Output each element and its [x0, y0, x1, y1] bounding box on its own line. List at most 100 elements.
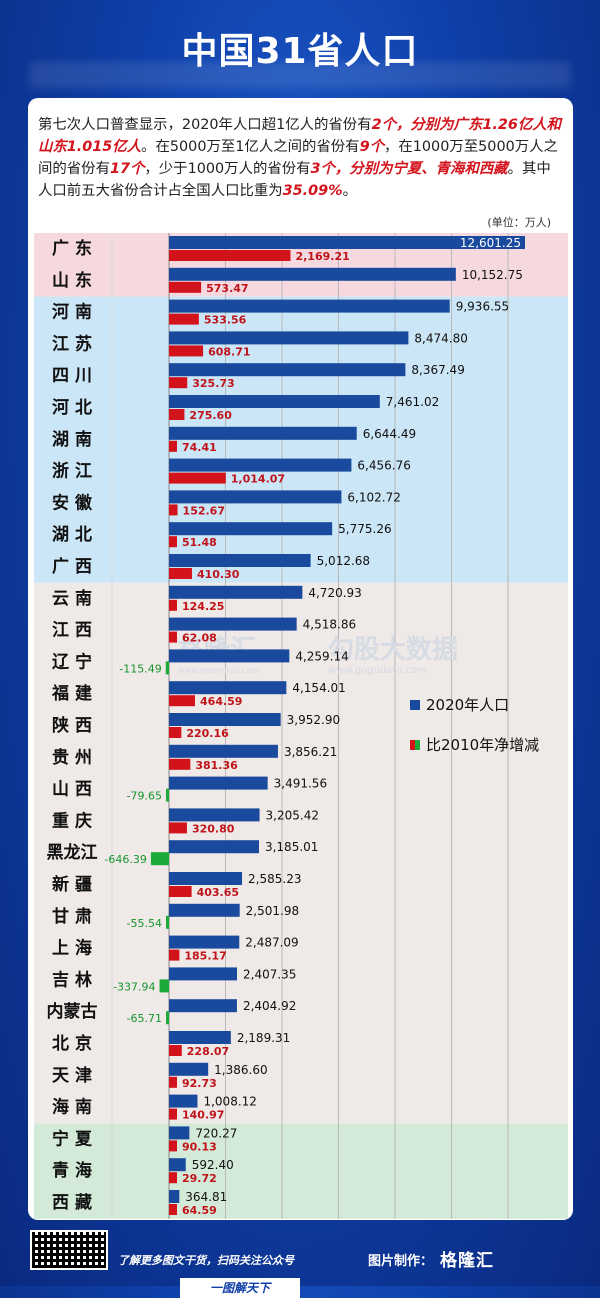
- qr-code-icon[interactable]: [30, 1230, 108, 1270]
- footer-credit: 图片制作：: [368, 1254, 434, 1269]
- change-bar: [159, 979, 169, 993]
- change-bar: [169, 472, 226, 484]
- category-label: 青 海: [52, 1160, 92, 1181]
- change-value-label: 381.36: [195, 759, 238, 772]
- change-bar: [169, 1045, 182, 1056]
- intro-text-4: ，少于1000万人的省份有: [144, 161, 311, 177]
- change-bar: [169, 568, 192, 579]
- intro-highlight-1: 2个，分别为广东1.26亿人和山东1.015亿人: [38, 117, 562, 155]
- population-bar: [169, 808, 260, 822]
- intro-text-3: ，在1000万至5000万人之间的省份有: [38, 139, 558, 177]
- change-value-label: 1,014.07: [231, 473, 285, 486]
- category-label: 北 京: [52, 1033, 92, 1054]
- population-bar: [169, 999, 237, 1013]
- population-value-label: 12,601.25: [460, 236, 521, 250]
- change-value-label: 275.60: [189, 409, 232, 422]
- unit-label: (单位：万人): [487, 216, 551, 229]
- population-bar: [169, 426, 357, 440]
- change-bar: [169, 281, 202, 293]
- change-value-label: 410.30: [197, 568, 240, 581]
- change-value-label: 533.56: [204, 314, 247, 327]
- change-value-label: 320.80: [192, 822, 235, 835]
- population-bar: [169, 1062, 209, 1076]
- population-bar: [169, 681, 287, 695]
- change-bar: [169, 758, 191, 770]
- population-value-label: 3,185.01: [265, 840, 318, 854]
- population-bar: [169, 585, 303, 599]
- population-bar: [169, 1094, 198, 1108]
- watermark-brand-url: www.gelonghui.com: [178, 666, 259, 675]
- category-label: 福 建: [51, 683, 92, 704]
- population-bar: [169, 554, 311, 567]
- intro-highlight-5: 35.09%: [282, 183, 343, 199]
- population-bar: [169, 617, 297, 631]
- population-bar-chart: 格隆汇www.gelonghui.com勾股大数据www.gogudata.co…: [34, 233, 568, 1219]
- change-bar: [169, 949, 180, 961]
- population-bar: [169, 744, 278, 758]
- change-value-label: 185.17: [184, 950, 226, 963]
- change-bar: [166, 788, 169, 802]
- change-bar: [169, 1140, 177, 1152]
- population-value-label: 8,367.49: [411, 363, 464, 377]
- category-label: 江 西: [52, 621, 92, 641]
- population-value-label: 6,456.76: [357, 459, 410, 473]
- category-label: 上 海: [52, 938, 92, 959]
- population-value-label: 5,012.68: [317, 554, 370, 568]
- category-label: 海 南: [52, 1097, 92, 1118]
- population-value-label: 4,518.86: [303, 618, 356, 632]
- change-value-label: -337.94: [113, 980, 155, 993]
- population-value-label: 592.40: [192, 1158, 234, 1172]
- intro-highlight-4: 3个，分别为宁夏、青海和西藏: [310, 161, 508, 177]
- band-3: [34, 1123, 568, 1219]
- intro-text-5: 。其中人口前五大省份合计占全国人口比重为: [38, 161, 551, 199]
- population-bar: [169, 1126, 190, 1140]
- population-bar: [169, 1031, 231, 1044]
- change-value-label: 2,169.21: [295, 250, 349, 263]
- population-value-label: 1,386.60: [214, 1063, 267, 1077]
- change-bar: [169, 1204, 177, 1215]
- intro-text-6: 。: [342, 183, 358, 199]
- change-bar: [169, 1108, 177, 1120]
- change-value-label: 51.48: [182, 536, 217, 549]
- population-bar: [169, 299, 450, 313]
- change-bar: [169, 631, 177, 643]
- population-value-label: 364.81: [185, 1190, 227, 1204]
- change-value-label: 92.73: [182, 1077, 217, 1090]
- category-label: 贵 州: [52, 747, 92, 768]
- population-value-label: 2,501.98: [246, 904, 299, 918]
- population-bar: [169, 522, 333, 536]
- category-label: 甘 肃: [52, 906, 92, 927]
- change-value-label: 228.07: [187, 1045, 229, 1058]
- category-label: 山 东: [52, 270, 92, 291]
- category-label: 天 津: [52, 1065, 92, 1086]
- population-bar: [169, 236, 525, 249]
- change-value-label: 608.71: [208, 345, 250, 358]
- population-bar: [169, 331, 409, 345]
- category-label: 西 藏: [52, 1193, 92, 1213]
- population-bar: [169, 649, 290, 663]
- population-value-label: 2,407.35: [243, 967, 296, 981]
- population-value-label: 2,189.31: [237, 1031, 290, 1045]
- legend-swatch-increase: [410, 740, 415, 750]
- change-bar: [169, 1172, 177, 1184]
- change-value-label: 62.08: [182, 632, 217, 645]
- page-title: 中国31省人口: [181, 31, 419, 72]
- intro-highlight-3: 17个: [109, 161, 145, 177]
- legend-swatch-decrease: [415, 740, 420, 750]
- change-value-label: -115.49: [119, 662, 161, 675]
- footer-tag: 一图解天下: [180, 1278, 300, 1298]
- change-value-label: -79.65: [127, 790, 162, 803]
- category-label: 广 东: [52, 238, 92, 259]
- title-area: 中国31省人口: [0, 22, 600, 88]
- population-bar: [169, 1158, 186, 1172]
- change-value-label: 90.13: [182, 1140, 217, 1153]
- change-bar: [166, 915, 169, 929]
- population-value-label: 720.27: [195, 1126, 237, 1140]
- population-value-label: 4,720.93: [308, 586, 361, 600]
- category-label: 河 南: [52, 302, 92, 323]
- population-bar: [169, 872, 243, 885]
- change-value-label: 74.41: [182, 441, 217, 454]
- change-bar: [169, 377, 188, 389]
- category-label: 陕 西: [52, 715, 92, 736]
- category-label: 湖 南: [52, 429, 92, 450]
